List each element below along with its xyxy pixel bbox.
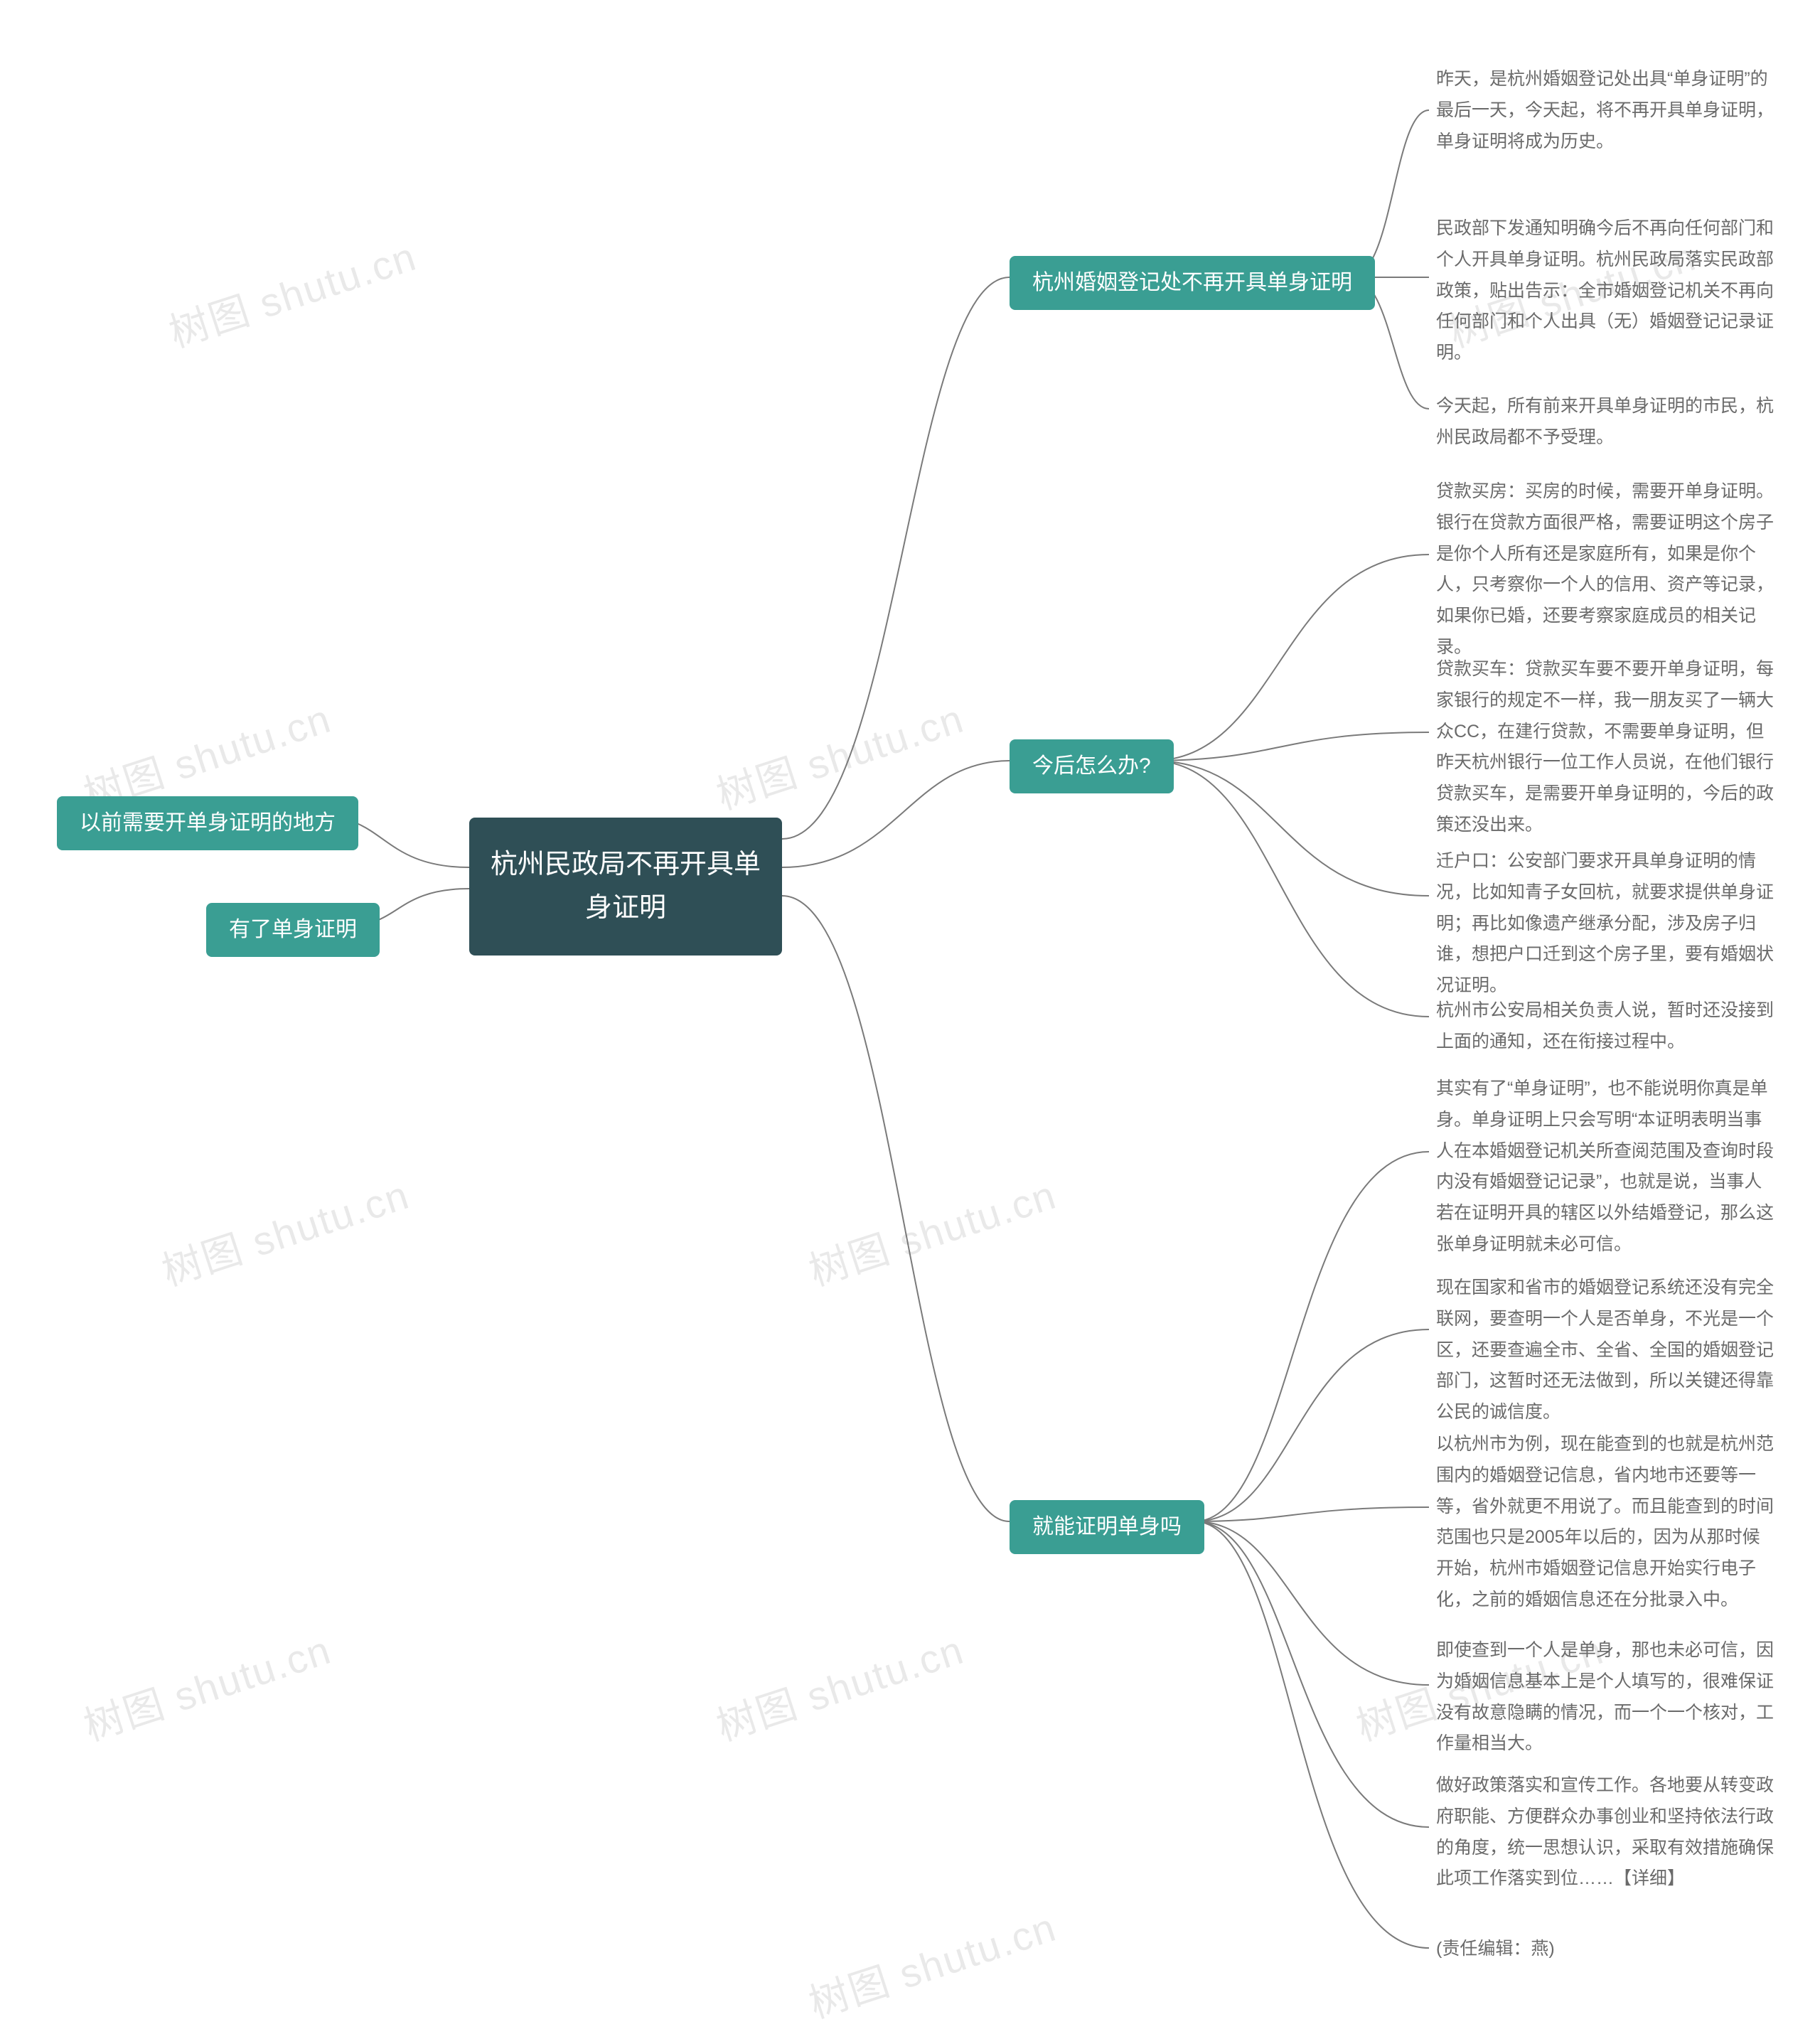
leaf-rb3-3: 以杭州市为例，现在能查到的也就是杭州范围内的婚姻登记信息，省内地市还要等一等，省… [1436,1429,1777,1616]
branch-label: 以前需要开单身证明的地方 [80,806,336,840]
branch-label: 有了单身证明 [229,913,357,947]
leaf-rb2-2: 贷款买车：贷款买车要不要开单身证明，每家银行的规定不一样，我一朋友买了一辆大众C… [1436,654,1777,841]
watermark: 树图 shutu.cn [801,1895,1063,2030]
watermark: 树图 shutu.cn [161,225,423,359]
leaf-rb3-6: (责任编辑：燕) [1436,1934,1777,1965]
leaf-rb2-3: 迁户口：公安部门要求开具单身证明的情况，比如知青子女回杭，就要求提供单身证明；再… [1436,846,1777,1002]
leaf-rb2-1: 贷款买房：买房的时候，需要开单身证明。银行在贷款方面很严格，需要证明这个房子是你… [1436,476,1777,663]
branch-left-1[interactable]: 以前需要开单身证明的地方 [57,796,358,850]
leaf-rb3-5: 做好政策落实和宣传工作。各地要从转变政府职能、方便群众办事创业和坚持依法行政的角… [1436,1770,1777,1895]
watermark: 树图 shutu.cn [708,1618,970,1752]
root-node[interactable]: 杭州民政局不再开具单身证明 [469,818,782,956]
branch-label: 今后怎么办? [1032,749,1151,783]
branch-right-1[interactable]: 杭州婚姻登记处不再开具单身证明 [1010,256,1375,310]
root-label: 杭州民政局不再开具单身证明 [491,843,761,930]
leaf-rb3-2: 现在国家和省市的婚姻登记系统还没有完全联网，要查明一个人是否单身，不光是一个区，… [1436,1273,1777,1428]
leaf-rb2-4: 杭州市公安局相关负责人说，暂时还没接到上面的通知，还在衔接过程中。 [1436,995,1777,1058]
leaf-rb1-1: 昨天，是杭州婚姻登记处出具“单身证明”的最后一天，今天起，将不再开具单身证明，单… [1436,64,1777,157]
watermark: 树图 shutu.cn [75,1618,338,1752]
leaf-rb3-4: 即使查到一个人是单身，那也未必可信，因为婚姻信息基本上是个人填写的，很难保证没有… [1436,1635,1777,1760]
branch-right-2[interactable]: 今后怎么办? [1010,739,1174,793]
branch-label: 杭州婚姻登记处不再开具单身证明 [1032,266,1352,300]
leaf-rb1-2: 民政部下发通知明确今后不再向任何部门和个人开具单身证明。杭州民政局落实民政部政策… [1436,213,1777,369]
branch-label: 就能证明单身吗 [1032,1510,1182,1544]
watermark: 树图 shutu.cn [154,1163,416,1297]
leaf-rb3-1: 其实有了“单身证明”，也不能说明你真是单身。单身证明上只会写明“本证明表明当事人… [1436,1074,1777,1260]
branch-right-3[interactable]: 就能证明单身吗 [1010,1500,1204,1554]
leaf-rb1-3: 今天起，所有前来开具单身证明的市民，杭州民政局都不予受理。 [1436,391,1777,454]
watermark: 树图 shutu.cn [801,1163,1063,1297]
watermark: 树图 shutu.cn [708,687,970,821]
branch-left-2[interactable]: 有了单身证明 [206,903,380,957]
